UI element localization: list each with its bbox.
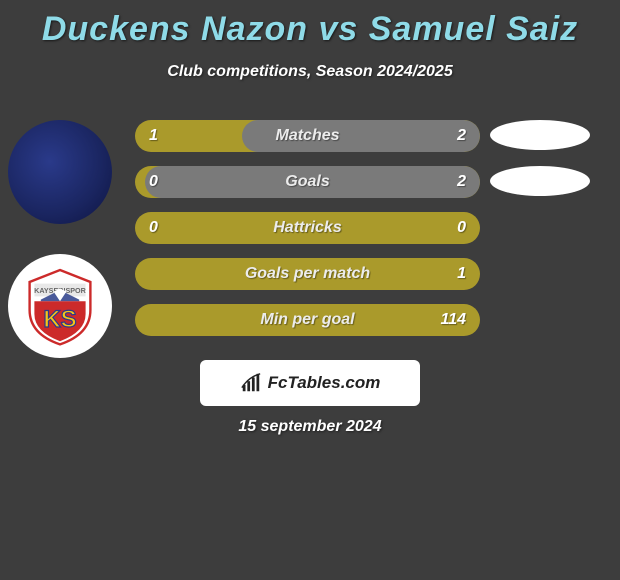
player1-avatar bbox=[8, 120, 112, 224]
player2-avatar: KAYSERISPOR KS bbox=[8, 254, 112, 358]
ellipse-column bbox=[490, 120, 600, 216]
stat-label: Goals bbox=[135, 173, 480, 191]
subtitle: Club competitions, Season 2024/2025 bbox=[0, 63, 620, 81]
date-label: 15 september 2024 bbox=[0, 418, 620, 436]
stat-row: 0Goals2 bbox=[135, 166, 480, 198]
stat-label: Min per goal bbox=[135, 311, 480, 329]
svg-text:KS: KS bbox=[43, 306, 76, 333]
team-badge-icon: KAYSERISPOR KS bbox=[20, 266, 100, 346]
stat-row: Min per goal114 bbox=[135, 304, 480, 336]
decorative-ellipse bbox=[490, 166, 590, 196]
avatar-column: KAYSERISPOR KS bbox=[8, 120, 120, 388]
attribution-text: FcTables.com bbox=[268, 373, 381, 393]
stat-right-value: 2 bbox=[457, 127, 466, 145]
stat-row: 0Hattricks0 bbox=[135, 212, 480, 244]
stat-right-value: 1 bbox=[457, 265, 466, 283]
stat-label: Hattricks bbox=[135, 219, 480, 237]
page-title: Duckens Nazon vs Samuel Saiz bbox=[0, 0, 620, 49]
stat-label: Matches bbox=[135, 127, 480, 145]
attribution-badge: FcTables.com bbox=[200, 360, 420, 406]
decorative-ellipse bbox=[490, 120, 590, 150]
stats-bars: 1Matches20Goals20Hattricks0Goals per mat… bbox=[135, 120, 480, 350]
stat-label: Goals per match bbox=[135, 265, 480, 283]
stat-row: Goals per match1 bbox=[135, 258, 480, 290]
stat-right-value: 0 bbox=[457, 219, 466, 237]
stat-right-value: 2 bbox=[457, 173, 466, 191]
stat-right-value: 114 bbox=[440, 311, 466, 329]
chart-icon bbox=[240, 372, 262, 394]
stat-row: 1Matches2 bbox=[135, 120, 480, 152]
